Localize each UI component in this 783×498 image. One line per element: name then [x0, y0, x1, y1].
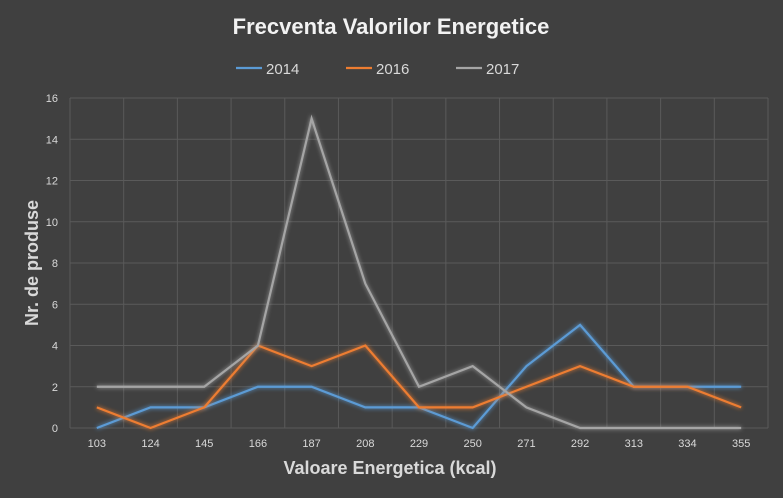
x-tick-label: 250 — [464, 438, 482, 450]
legend-label-2016: 2016 — [376, 61, 409, 78]
legend-label-2014: 2014 — [266, 61, 299, 78]
series-lines — [96, 114, 742, 430]
y-tick-label: 14 — [46, 134, 58, 146]
y-tick-label: 2 — [52, 382, 58, 394]
y-axis-label: Nr. de produse — [22, 200, 42, 326]
y-tick-label: 8 — [52, 258, 58, 270]
legend-label-2017: 2017 — [486, 61, 519, 78]
y-tick-label: 12 — [46, 176, 58, 188]
x-tick-label: 229 — [410, 438, 428, 450]
x-tick-label: 355 — [732, 438, 750, 450]
x-tick-label: 208 — [356, 438, 374, 450]
chart-title: Frecventa Valorilor Energetice — [233, 14, 550, 39]
x-tick-label: 103 — [88, 438, 106, 450]
y-tick-label: 6 — [52, 299, 58, 311]
series-line-2017 — [96, 114, 742, 430]
y-tick-label: 4 — [52, 341, 58, 353]
x-tick-label: 145 — [195, 438, 213, 450]
gridlines — [69, 97, 769, 429]
x-tick-label: 334 — [678, 438, 696, 450]
y-tick-label: 16 — [46, 93, 58, 105]
x-axis-label: Valoare Energetica (kcal) — [283, 458, 496, 478]
x-tick-label: 313 — [625, 438, 643, 450]
y-axis-ticks: 0 2 4 6 8 10 12 14 16 — [46, 93, 58, 435]
y-tick-label: 0 — [52, 423, 58, 435]
x-axis-ticks: 103 124 145 166 187 208 229 250 271 292 313 334 355 — [88, 438, 751, 450]
x-tick-label: 271 — [517, 438, 535, 450]
x-tick-label: 166 — [249, 438, 267, 450]
y-tick-label: 10 — [46, 217, 58, 229]
x-tick-label: 187 — [302, 438, 320, 450]
legend: 2014 2016 2017 — [236, 61, 519, 78]
x-tick-label: 124 — [141, 438, 159, 450]
x-tick-label: 292 — [571, 438, 589, 450]
